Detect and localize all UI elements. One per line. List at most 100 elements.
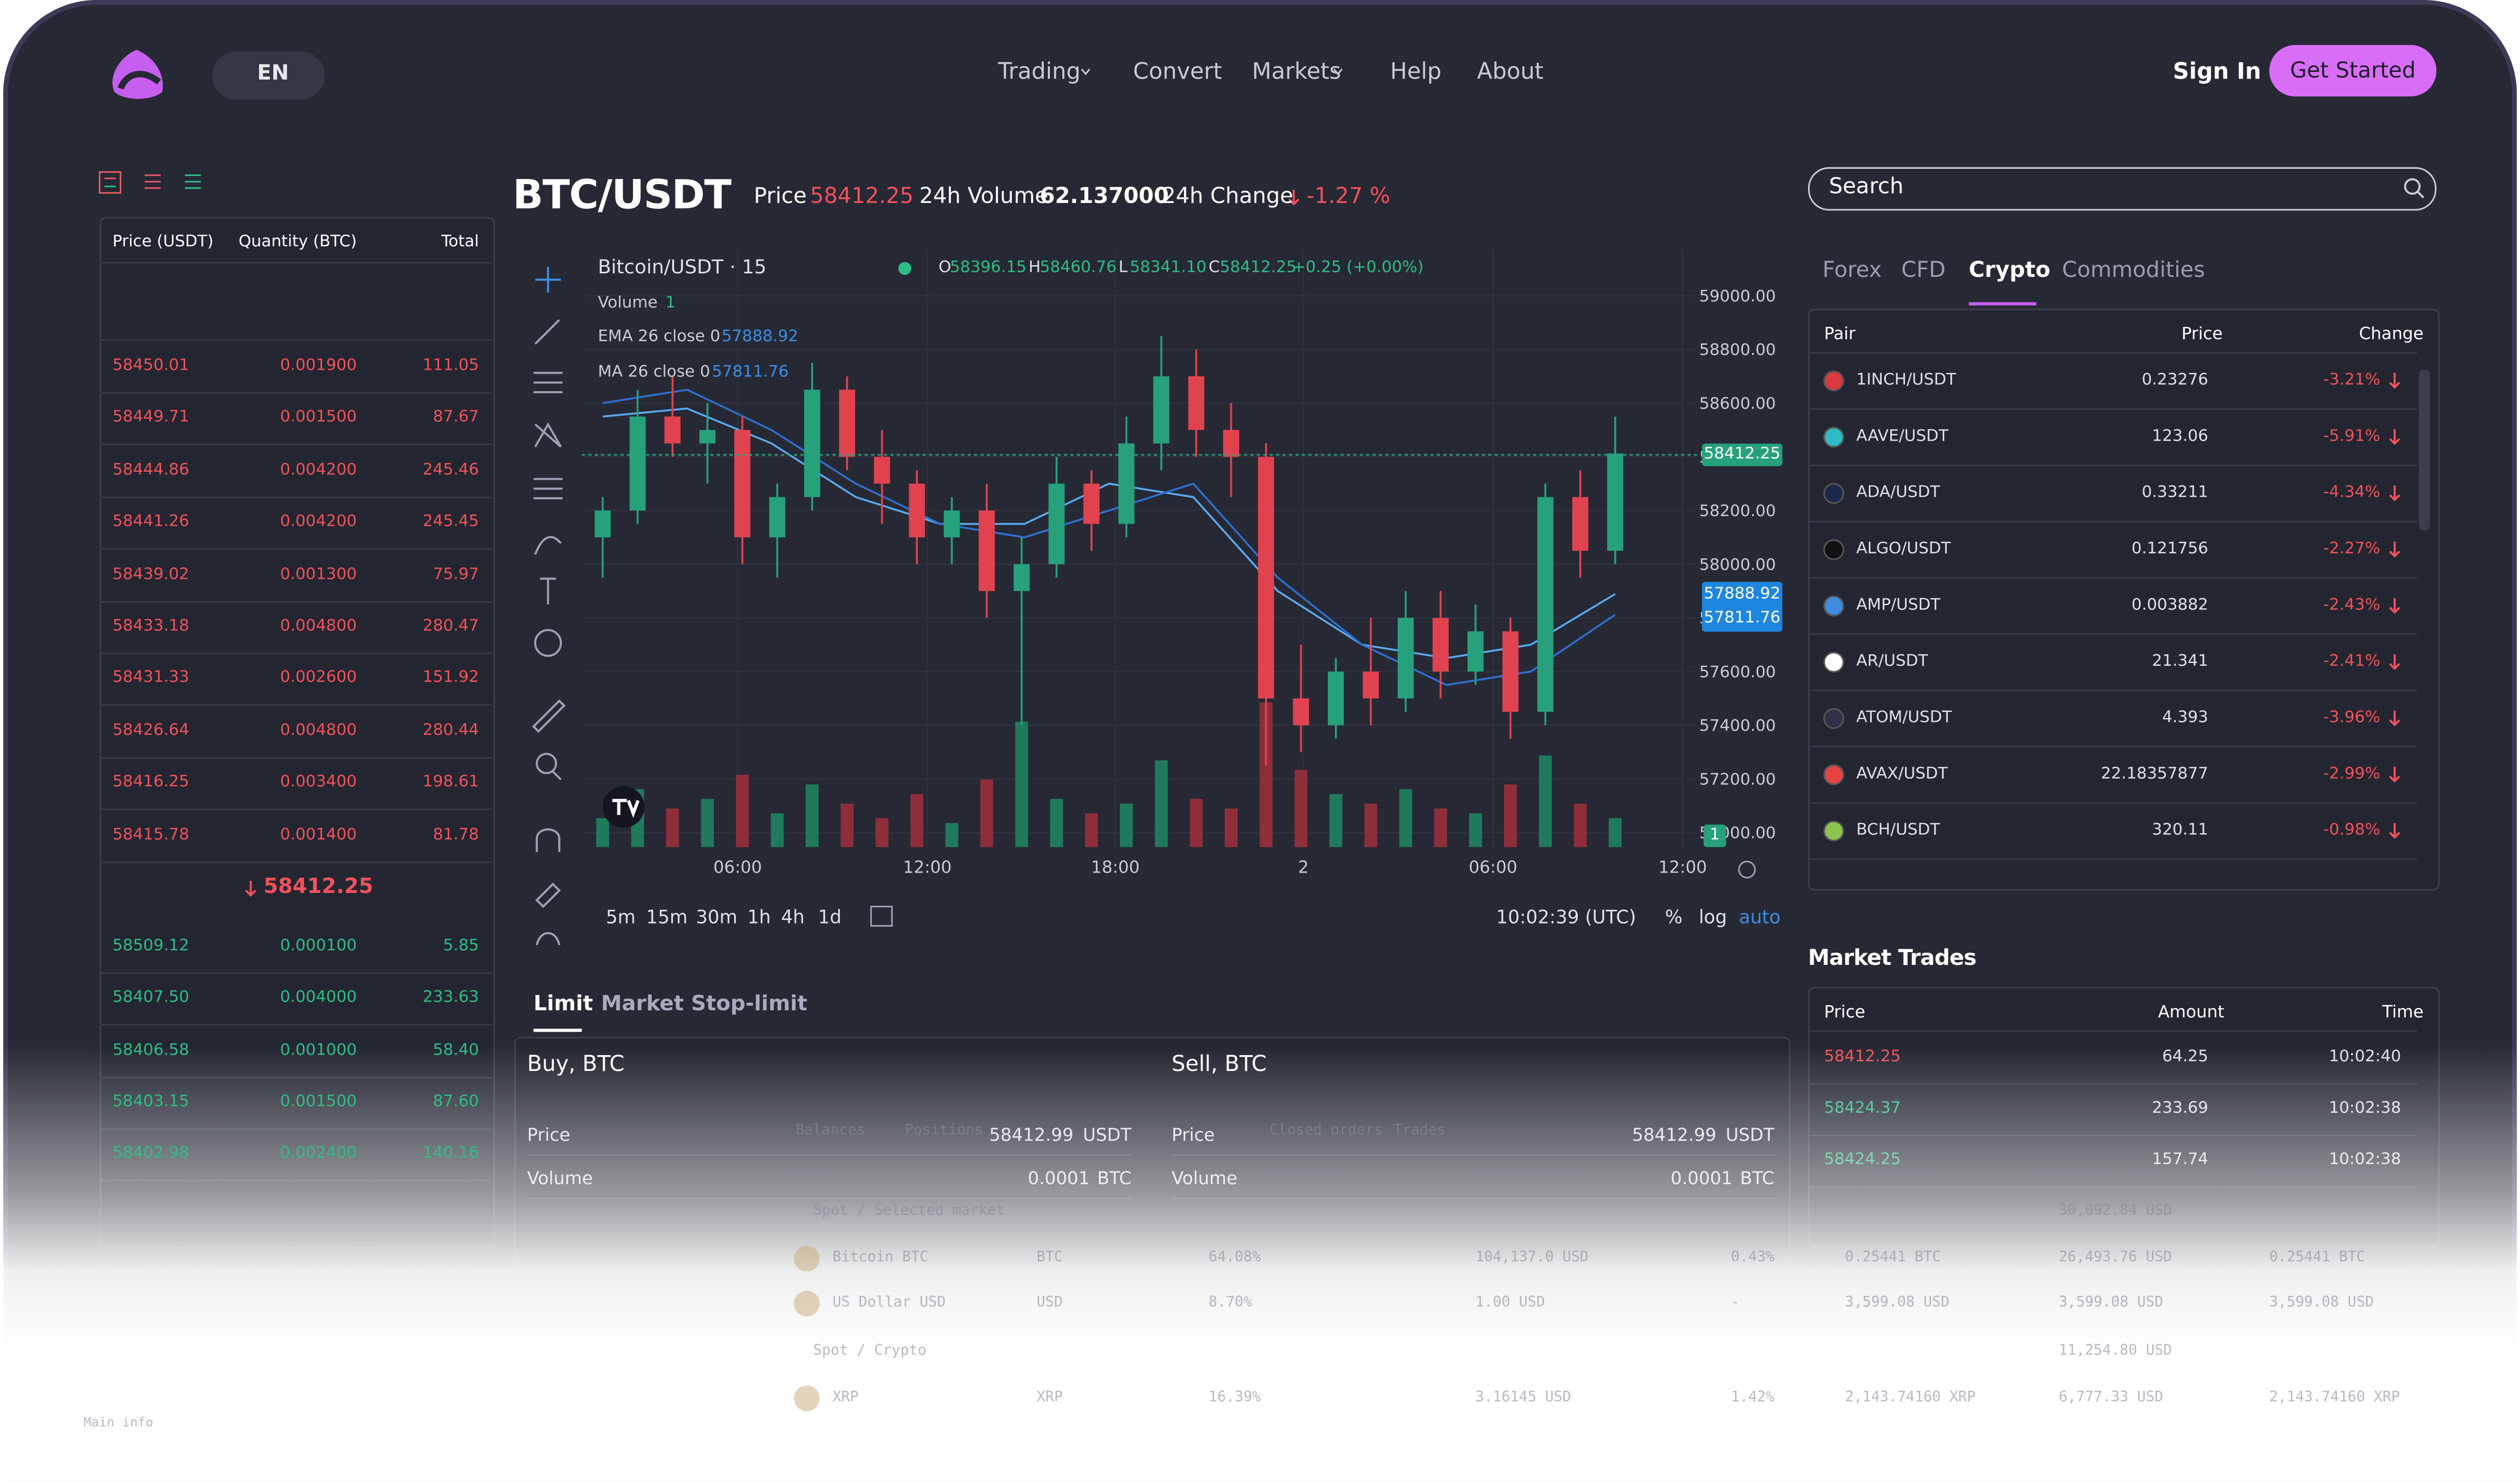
portfolio-cell: 0.43% — [1731, 1250, 1775, 1267]
timeframe[interactable]: 4h — [781, 905, 805, 928]
cta-label[interactable]: Get Started — [2290, 58, 2416, 84]
portfolio-tab[interactable]: Balances — [795, 1123, 865, 1140]
portfolio-header: ESTIMATED VALUE — [2044, 1166, 2161, 1181]
volume-bar — [1574, 803, 1587, 847]
down-arrow — [245, 881, 256, 897]
column-header: Amount — [2158, 1003, 2225, 1023]
coin-icon — [1823, 652, 1844, 673]
pair-name[interactable]: 1INCH/USDT — [1856, 371, 1957, 390]
language-pill[interactable] — [212, 51, 325, 100]
pair-name[interactable]: AVAX/USDT — [1856, 765, 1948, 783]
row-sep — [99, 496, 492, 498]
footer-link[interactable]: Main info — [83, 1415, 153, 1430]
order-tab[interactable]: Market — [601, 992, 684, 1017]
volume-bar — [1050, 799, 1063, 847]
nav-link[interactable]: Markets — [1252, 59, 1341, 85]
nav-link[interactable]: Convert — [1133, 59, 1222, 85]
pair-change: -0.98% — [2323, 822, 2380, 840]
book-quantity: 0.003400 — [280, 774, 357, 792]
portfolio-tab[interactable]: Trades — [1393, 1123, 1446, 1140]
row-sep — [99, 444, 492, 446]
pair-price: 4.393 — [2162, 709, 2208, 727]
candle-body — [804, 390, 820, 497]
nav-link[interactable]: Trading — [998, 59, 1081, 85]
volume-bar — [1015, 722, 1028, 847]
row-sep — [99, 808, 492, 811]
down-arrow — [2389, 823, 2401, 839]
pair-name[interactable]: AMP/USDT — [1856, 597, 1941, 615]
portfolio-cell: 0.25441 BTC — [1845, 1250, 1941, 1267]
logo[interactable] — [105, 43, 172, 105]
order-tab[interactable]: Stop-limit — [691, 992, 808, 1017]
scale-option[interactable]: log — [1699, 905, 1727, 928]
portfolio-cell: 3.16145 USD — [1475, 1390, 1572, 1407]
time-label: 06:00 — [1469, 858, 1518, 878]
pair-name[interactable]: BCH/USDT — [1856, 822, 1940, 840]
row-sep — [99, 339, 492, 341]
column-header: Time — [2382, 1003, 2424, 1023]
book-view-icons[interactable] — [96, 169, 209, 198]
book-quantity: 0.001000 — [280, 1041, 357, 1059]
pair-price: 123.06 — [2152, 428, 2208, 446]
order-tab[interactable]: Limit — [533, 992, 593, 1017]
coin-icon — [1823, 426, 1844, 448]
timeframe[interactable]: 1d — [818, 905, 842, 928]
pair-name[interactable]: ATOM/USDT — [1856, 709, 1952, 727]
search-placeholder[interactable]: Search — [1829, 174, 1904, 200]
volume-bar — [840, 803, 854, 847]
pair-name[interactable]: ALGO/USDT — [1856, 540, 1951, 558]
row-sep — [99, 972, 492, 974]
pair-change: -2.41% — [2323, 653, 2380, 671]
book-price: 58426.64 — [112, 722, 190, 739]
nav-link[interactable]: About — [1477, 59, 1544, 85]
pair-name[interactable]: ADA/USDT — [1856, 484, 1940, 502]
portfolio-header: AVAILABLE BALANCE — [2254, 1166, 2387, 1181]
ticker-price: 58412.25 — [810, 184, 914, 210]
timeframe[interactable]: 1h — [747, 905, 771, 928]
timeframe[interactable]: 5m — [606, 905, 636, 928]
timeframe[interactable]: 30m — [696, 905, 738, 928]
column-header: Pair — [1824, 324, 1856, 344]
pair-name[interactable]: AAVE/USDT — [1856, 428, 1949, 446]
portfolio-tab[interactable]: Closed orders — [1269, 1123, 1383, 1140]
search-box[interactable] — [1808, 167, 2437, 211]
scale-option[interactable]: % — [1665, 905, 1683, 928]
sign-in[interactable]: Sign In — [2173, 59, 2261, 85]
book-total: 245.46 — [422, 461, 479, 479]
candle-body — [664, 416, 681, 444]
pair-price: 21.341 — [2152, 653, 2208, 671]
down-arrow — [2389, 542, 2401, 558]
time-label: 2 — [1298, 858, 1309, 878]
scale-option[interactable]: auto — [1739, 905, 1781, 928]
drawing-toolbar[interactable] — [527, 257, 569, 948]
market-tab[interactable]: Crypto — [1968, 258, 2050, 284]
pair-name[interactable]: AR/USDT — [1856, 653, 1928, 671]
portfolio-tab[interactable]: Positions — [905, 1123, 984, 1140]
book-price: 58406.58 — [112, 1041, 190, 1059]
portfolio-cell: 2,143.74160 XRP — [2269, 1390, 2400, 1407]
y-tick-label: 58600.00 — [1699, 395, 1776, 413]
book-total: 198.61 — [422, 774, 479, 792]
market-list — [1808, 309, 2440, 891]
time-label: 18:00 — [1091, 858, 1140, 878]
nav-link[interactable]: Help — [1390, 59, 1442, 85]
down-arrow — [2389, 766, 2401, 783]
tab-underline — [1968, 302, 2037, 305]
down-arrow — [2389, 373, 2401, 389]
market-tab[interactable]: Commodities — [2062, 258, 2205, 284]
search-icon[interactable] — [2403, 177, 2425, 199]
row-sep — [99, 704, 492, 706]
market-tab[interactable]: CFD — [1901, 258, 1946, 284]
asset-icon — [793, 1385, 820, 1412]
volume-bar — [1504, 784, 1517, 847]
ohlc-label: O — [938, 259, 952, 277]
book-quantity: 0.004200 — [280, 513, 357, 531]
language[interactable]: EN — [257, 62, 289, 86]
pair-change: -2.99% — [2323, 765, 2380, 783]
cta-button[interactable] — [2269, 45, 2437, 97]
candle-body — [1048, 483, 1065, 565]
asset-icon — [793, 1290, 820, 1317]
market-tab[interactable]: Forex — [1822, 258, 1882, 284]
timeframe[interactable]: 15m — [646, 905, 688, 928]
